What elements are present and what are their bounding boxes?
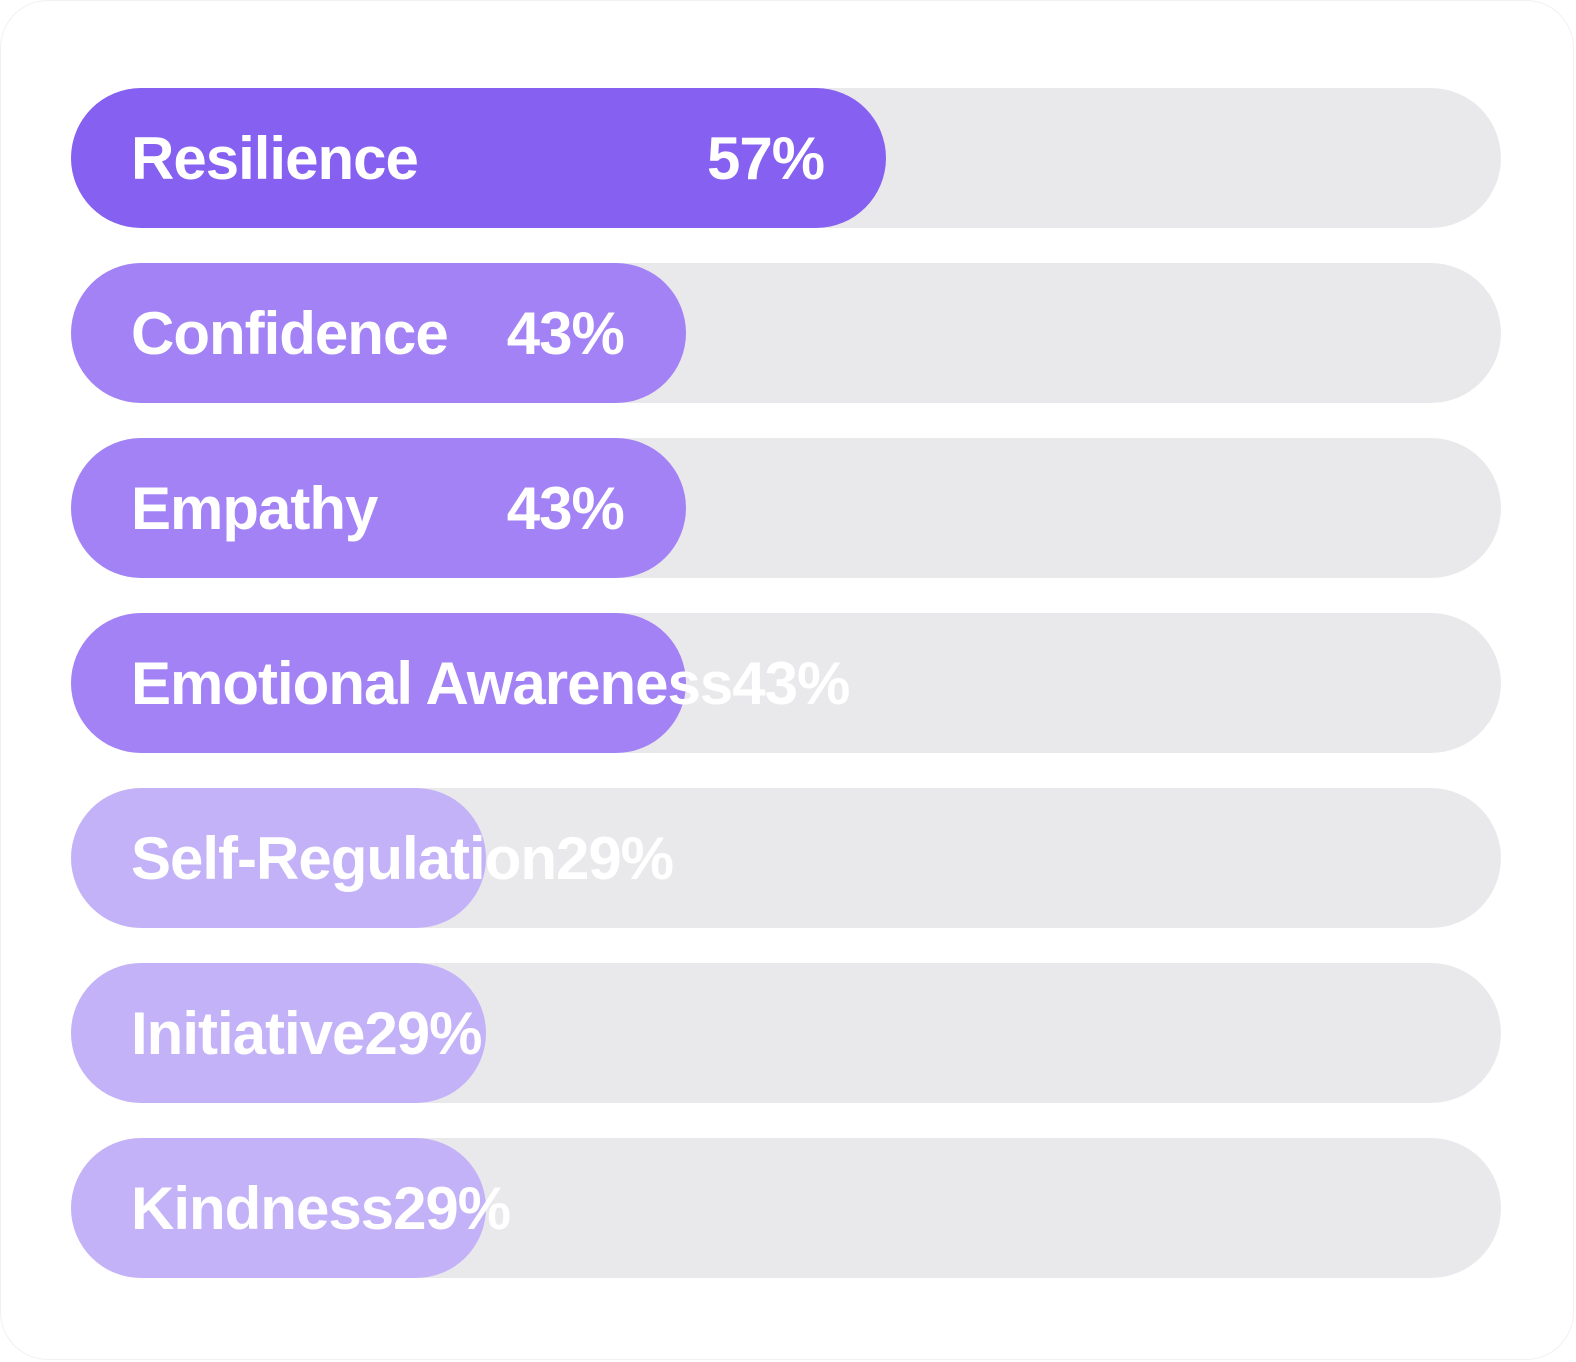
bar-fill: Empathy 43% bbox=[71, 438, 686, 578]
bar-value-label: 29% bbox=[364, 999, 482, 1067]
bar-fill: Self-Regulation 29% bbox=[71, 788, 674, 928]
bar-fill: Initiative 29% bbox=[71, 963, 486, 1103]
bar-row: Emotional Awareness 43% bbox=[71, 613, 1501, 753]
bar-label: Empathy bbox=[131, 474, 378, 542]
bar-fill: Resilience 57% bbox=[71, 88, 887, 228]
bar-row: Confidence 43% bbox=[71, 263, 1501, 403]
bar-value-label: 43% bbox=[506, 299, 625, 367]
bar-label: Self-Regulation bbox=[131, 824, 557, 892]
bar-value-label: 29% bbox=[393, 1174, 511, 1242]
bar-row: Initiative 29% bbox=[71, 963, 1501, 1103]
bar-label: Emotional Awareness bbox=[131, 649, 733, 717]
bar-fill: Kindness 29% bbox=[71, 1138, 511, 1278]
bar-value-label: 43% bbox=[506, 474, 625, 542]
bar-row: Self-Regulation 29% bbox=[71, 788, 1501, 928]
bar-label: Initiative bbox=[131, 999, 365, 1067]
bar-value-label: 43% bbox=[732, 649, 850, 717]
bar-row: Empathy 43% bbox=[71, 438, 1501, 578]
bar-value-label: 57% bbox=[707, 124, 825, 192]
bar-chart: Resilience 57% Confidence 43% Empathy 43% Emot… bbox=[71, 88, 1501, 1313]
bar-label: Kindness bbox=[131, 1174, 394, 1242]
bar-value-label: 29% bbox=[556, 824, 674, 892]
bar-row: Resilience 57% bbox=[71, 88, 1501, 228]
bar-fill: Confidence 43% bbox=[71, 263, 686, 403]
bar-fill: Emotional Awareness 43% bbox=[71, 613, 850, 753]
bar-label: Confidence bbox=[131, 299, 449, 367]
bar-row: Kindness 29% bbox=[71, 1138, 1501, 1278]
bar-label: Resilience bbox=[131, 124, 419, 192]
